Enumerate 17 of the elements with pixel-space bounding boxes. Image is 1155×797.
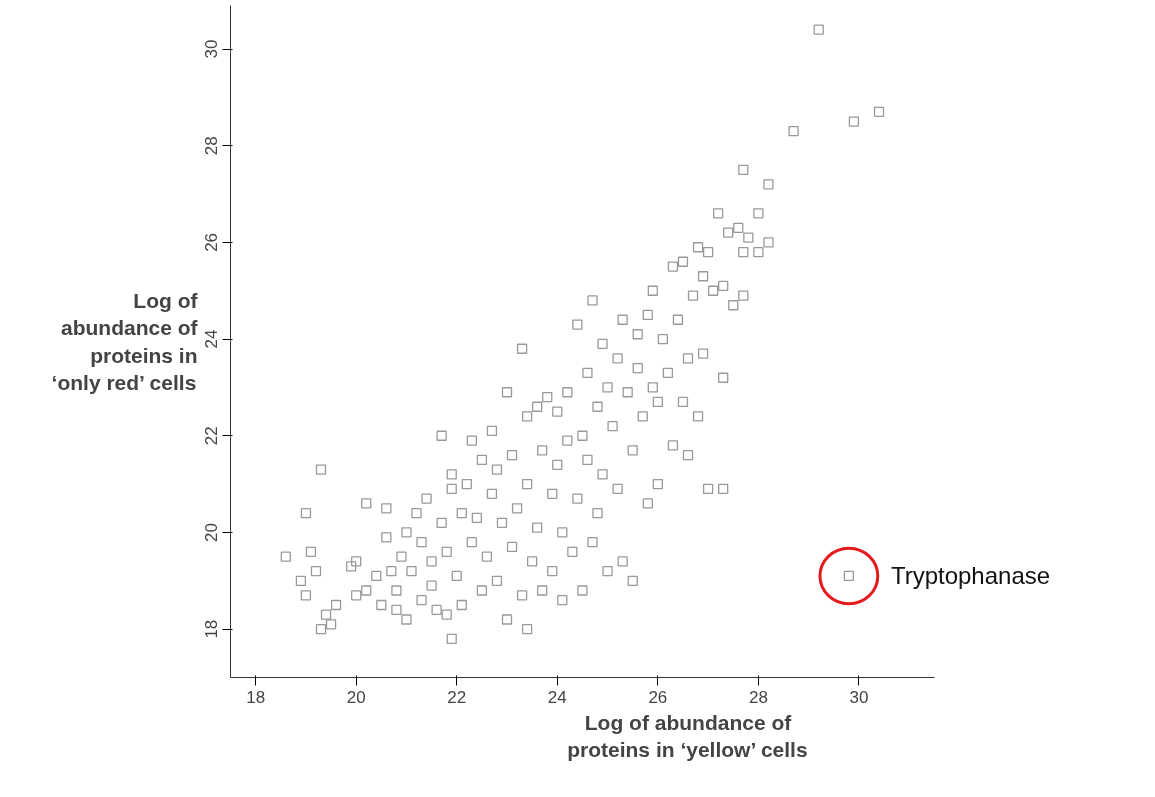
x-tick-label: 20 [346,687,366,707]
x-axis-title: Log of abundance of proteins in ‘yellow’ cells [567,710,808,762]
x-tick-label: 26 [648,687,668,707]
y-tick-label: 18 [202,619,222,639]
y-tick-label: 28 [202,136,222,156]
x-tick-label: 24 [547,687,567,707]
y-tick-label: 24 [202,329,222,349]
y-tick-label: 22 [202,426,222,446]
y-tick-label: 30 [202,39,222,59]
y-axis-title: Log of abundance of proteins in ‘only red’ cells [51,288,199,395]
x-tick-label: 28 [748,687,768,707]
x-tick-label: 18 [246,687,266,707]
annotation: Tryptophanase [890,562,1051,590]
x-tick-label: 22 [447,687,467,707]
x-tick-label: 30 [849,687,869,707]
y-tick-label: 20 [202,523,222,542]
y-tick-label: 26 [202,232,222,252]
